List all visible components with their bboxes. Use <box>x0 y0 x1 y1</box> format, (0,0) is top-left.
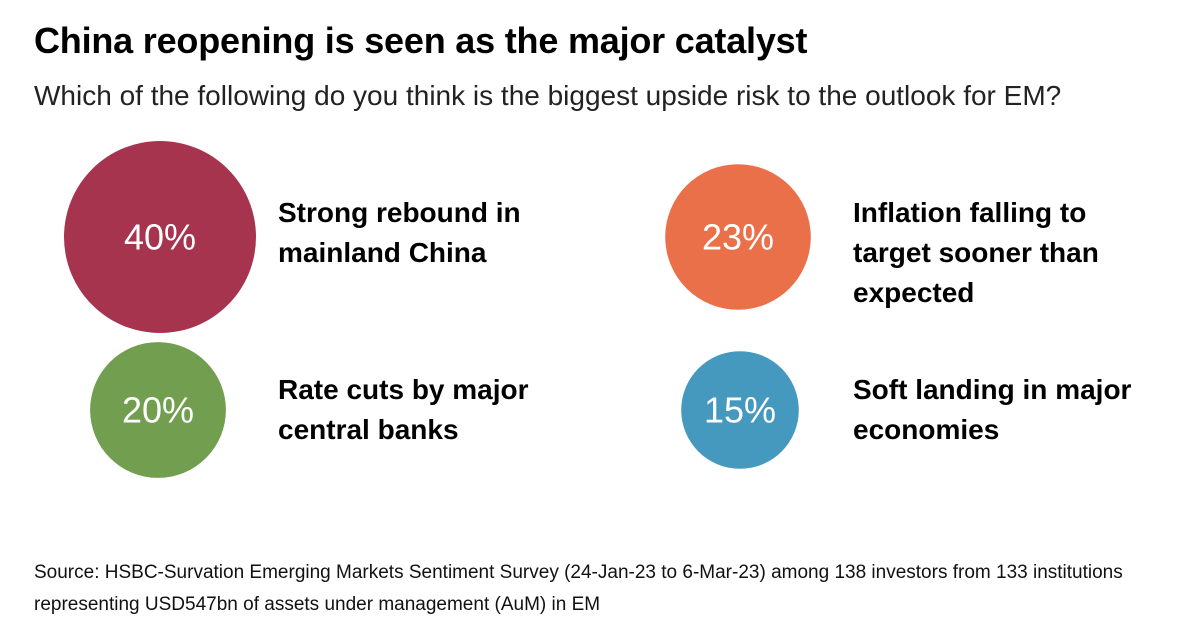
page-subtitle: Which of the following do you think is t… <box>34 80 1062 111</box>
bubble-3-circle <box>90 342 226 478</box>
source-note: Source: HSBC-Survation Emerging Markets … <box>34 562 1123 615</box>
bubble-4-label-line: Soft landing in major <box>853 374 1132 405</box>
bubble-2-label-line: Inflation falling to <box>853 197 1086 228</box>
bubble-2-label-line: target sooner than <box>853 237 1099 268</box>
page-title: China reopening is seen as the major cat… <box>34 20 808 61</box>
bubble-chart: 40% Strong rebound in mainland China 23% Inf… <box>64 141 1132 478</box>
bubble-1-circle <box>64 141 256 333</box>
bubble-3-label: Rate cuts by major central banks <box>278 374 529 445</box>
bubble-3-value: 20% <box>122 390 194 431</box>
bubble-4-value: 15% <box>704 390 776 431</box>
bubble-4-label: Soft landing in major economies <box>853 374 1132 445</box>
bubble-3-label-line: Rate cuts by major <box>278 374 529 405</box>
bubble-1-label-line: mainland China <box>278 237 487 268</box>
bubble-1-value: 40% <box>124 217 196 258</box>
bubble-2-label: Inflation falling to target sooner than ex… <box>853 197 1099 308</box>
bubble-3-label-line: central banks <box>278 414 459 445</box>
bubble-1-label: Strong rebound in mainland China <box>278 197 521 268</box>
bubble-2-value: 23% <box>702 217 774 258</box>
bubble-4-label-line: economies <box>853 414 999 445</box>
bubble-2-label-line: expected <box>853 277 974 308</box>
bubble-2-circle <box>665 164 811 310</box>
bubble-4-circle <box>681 351 799 469</box>
bubble-1-label-line: Strong rebound in <box>278 197 521 228</box>
